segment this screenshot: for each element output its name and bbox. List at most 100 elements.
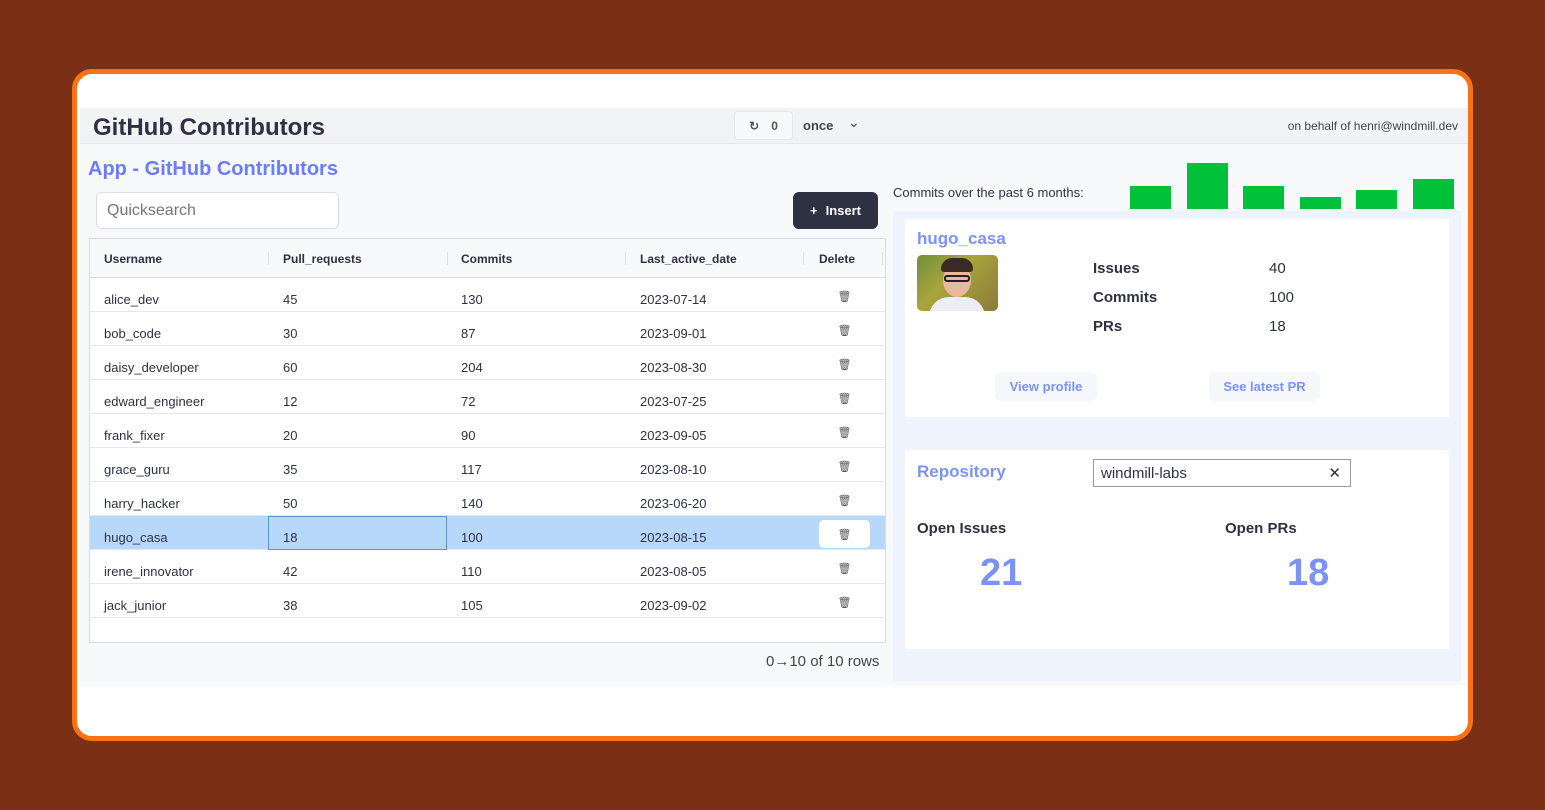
cell-username[interactable]: bob_code — [104, 326, 162, 341]
table-row[interactable]: edward_engineer 12 72 2023-07-25 🗑 — [90, 380, 885, 414]
cell-commits[interactable]: 140 — [461, 496, 483, 511]
repository-input[interactable]: windmill-labs ✕ — [1093, 459, 1351, 487]
trash-icon: 🗑 — [837, 562, 852, 575]
cell-last-active[interactable]: 2023-06-20 — [640, 496, 707, 511]
stat-value-commits: 100 — [1269, 289, 1295, 306]
view-profile-button[interactable]: View profile — [995, 372, 1097, 401]
cell-username[interactable]: daisy_developer — [104, 360, 199, 375]
plus-icon: + — [810, 203, 818, 218]
insert-button[interactable]: + Insert — [793, 192, 878, 229]
cell-last-active[interactable]: 2023-09-01 — [640, 326, 707, 341]
cell-commits[interactable]: 130 — [461, 292, 483, 307]
column-header-delete: Delete — [819, 252, 856, 266]
cell-pull-requests[interactable]: 12 — [283, 394, 298, 409]
selected-cell[interactable] — [268, 516, 447, 550]
cell-pull-requests[interactable]: 45 — [283, 292, 298, 307]
cell-last-active[interactable]: 2023-07-25 — [640, 394, 707, 409]
table-row[interactable]: irene_innovator 42 110 2023-08-05 🗑 — [90, 550, 885, 584]
cell-username[interactable]: harry_hacker — [104, 496, 180, 511]
cell-pull-requests[interactable]: 60 — [283, 360, 298, 375]
clear-icon[interactable]: ✕ — [1328, 465, 1341, 482]
delete-button[interactable]: 🗑 — [819, 282, 870, 310]
refresh-button[interactable]: ↻ 0 — [734, 111, 793, 140]
cell-commits[interactable]: 100 — [461, 530, 483, 545]
cell-commits[interactable]: 110 — [461, 564, 482, 579]
cell-commits[interactable]: 87 — [461, 326, 476, 341]
refresh-icon: ↻ — [749, 118, 760, 133]
column-header-commits[interactable]: Commits — [461, 252, 513, 266]
column-header-pull-requests[interactable]: Pull_requests — [283, 252, 362, 266]
cell-last-active[interactable]: 2023-08-30 — [640, 360, 707, 375]
cell-commits[interactable]: 204 — [461, 360, 483, 375]
search-input[interactable] — [96, 192, 339, 229]
cell-commits[interactable]: 90 — [461, 428, 476, 443]
cell-username[interactable]: jack_junior — [104, 598, 167, 613]
cell-pull-requests[interactable]: 35 — [283, 462, 298, 477]
cell-username[interactable]: grace_guru — [104, 462, 170, 477]
cell-last-active[interactable]: 2023-08-05 — [640, 564, 707, 579]
chart-bar — [1243, 186, 1284, 209]
column-divider[interactable] — [882, 252, 883, 265]
trash-icon: 🗑 — [837, 596, 852, 609]
delete-button[interactable]: 🗑 — [819, 418, 870, 446]
profile-card: hugo_casa Issues 40 Commits 100 PRs 18 V… — [905, 219, 1449, 417]
delete-button[interactable]: 🗑 — [819, 520, 870, 548]
cell-commits[interactable]: 117 — [461, 462, 482, 477]
cell-commits[interactable]: 72 — [461, 394, 476, 409]
cell-pull-requests[interactable]: 42 — [283, 564, 298, 579]
table-row[interactable]: alice_dev 45 130 2023-07-14 🗑 — [90, 278, 885, 312]
table-row[interactable]: daisy_developer 60 204 2023-08-30 🗑 — [90, 346, 885, 380]
insert-label: Insert — [825, 203, 861, 218]
delete-button[interactable]: 🗑 — [819, 486, 870, 514]
column-divider[interactable] — [803, 252, 804, 265]
cell-last-active[interactable]: 2023-07-14 — [640, 292, 707, 307]
stat-label-issues: Issues — [1093, 260, 1140, 277]
delete-button[interactable]: 🗑 — [819, 350, 870, 378]
cell-pull-requests[interactable]: 20 — [283, 428, 298, 443]
delete-button[interactable]: 🗑 — [819, 384, 870, 412]
app-window: GitHub Contributors ↻ 0 once ⌄ on behalf … — [72, 69, 1473, 741]
chart-bar — [1299, 197, 1341, 209]
cell-username[interactable]: irene_innovator — [104, 564, 194, 579]
column-header-username[interactable]: Username — [104, 252, 163, 266]
column-divider[interactable] — [268, 252, 269, 265]
column-divider[interactable] — [447, 252, 448, 265]
refresh-mode-select[interactable]: once — [803, 118, 834, 133]
delete-button[interactable]: 🗑 — [819, 588, 870, 616]
chart-bar — [1186, 163, 1228, 209]
table-row[interactable]: harry_hacker 50 140 2023-06-20 🗑 — [90, 482, 885, 516]
delete-button[interactable]: 🗑 — [819, 554, 870, 582]
table-row[interactable]: bob_code 30 87 2023-09-01 🗑 — [90, 312, 885, 346]
trash-icon: 🗑 — [837, 358, 852, 371]
table-row[interactable]: frank_fixer 20 90 2023-09-05 🗑 — [90, 414, 885, 448]
delete-button[interactable]: 🗑 — [819, 452, 870, 480]
repository-card: Repository windmill-labs ✕ Open Issues 21… — [905, 450, 1449, 649]
column-divider[interactable] — [625, 252, 626, 265]
cell-pull-requests[interactable]: 50 — [283, 496, 298, 511]
chevron-down-icon[interactable]: ⌄ — [848, 114, 860, 130]
cell-last-active[interactable]: 2023-09-02 — [640, 598, 707, 613]
cell-pull-requests[interactable]: 38 — [283, 598, 298, 613]
table-row[interactable]: grace_guru 35 117 2023-08-10 🗑 — [90, 448, 885, 482]
cell-username[interactable]: hugo_casa — [104, 530, 168, 545]
delete-button[interactable]: 🗑 — [819, 316, 870, 344]
cell-last-active[interactable]: 2023-09-05 — [640, 428, 707, 443]
cell-username[interactable]: frank_fixer — [104, 428, 165, 443]
see-latest-pr-button[interactable]: See latest PR — [1209, 372, 1320, 401]
details-panel: hugo_casa Issues 40 Commits 100 PRs 18 V… — [893, 211, 1461, 681]
table-row[interactable]: jack_junior 38 105 2023-09-02 🗑 — [90, 584, 885, 618]
behalf-text: on behalf of henri@windmill.dev — [1287, 119, 1458, 133]
stat-label-commits: Commits — [1093, 289, 1158, 306]
cell-username[interactable]: alice_dev — [104, 292, 159, 307]
app-canvas: GitHub Contributors ↻ 0 once ⌄ on behalf … — [80, 108, 1468, 686]
cell-username[interactable]: edward_engineer — [104, 394, 205, 409]
cell-last-active[interactable]: 2023-08-15 — [640, 530, 707, 545]
cell-last-active[interactable]: 2023-08-10 — [640, 462, 707, 477]
table-row[interactable]: hugo_casa 18 100 2023-08-15 🗑 — [90, 516, 885, 550]
column-header-last-active[interactable]: Last_active_date — [640, 252, 737, 266]
cell-pull-requests[interactable]: 18 — [283, 530, 298, 545]
cell-pull-requests[interactable]: 30 — [283, 326, 298, 341]
open-prs-count: 18 — [1287, 552, 1330, 594]
open-issues-label: Open Issues — [917, 520, 1007, 537]
cell-commits[interactable]: 105 — [461, 598, 483, 613]
